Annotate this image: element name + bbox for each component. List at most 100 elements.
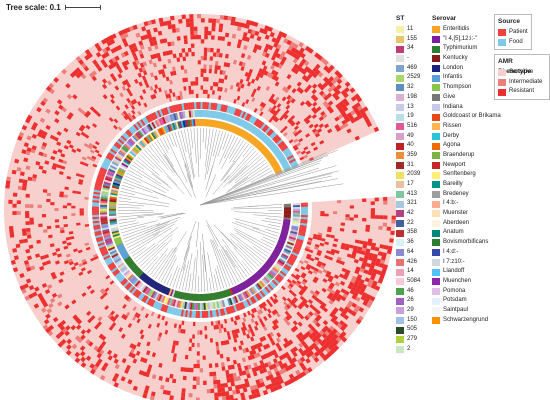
amr-cell [247, 72, 252, 78]
serovar-cell [162, 126, 167, 134]
amr-cell [103, 362, 109, 368]
amr-cell [327, 344, 334, 351]
st-cell [105, 241, 114, 246]
st-legend-label: 49 [407, 132, 414, 139]
amr-cell [23, 238, 28, 243]
source-cell [104, 256, 112, 262]
serovar-legend-label: Goldcoast or Brikama [443, 113, 501, 120]
serovar-cell [231, 125, 236, 133]
serovar-legend-swatch [432, 249, 440, 257]
amr-cell [134, 312, 139, 318]
amr-cell [303, 87, 310, 93]
amr-cell [138, 369, 144, 376]
amr-cell [332, 86, 339, 93]
amr-cell [294, 54, 301, 61]
amr-cell [252, 393, 258, 399]
st-legend-item: 155 [396, 35, 420, 45]
amr-cell [214, 65, 219, 70]
tree-branch [212, 175, 230, 195]
serovar-legend-item: Bareilly [432, 180, 501, 190]
source-cell [105, 258, 113, 264]
source-cell [229, 106, 235, 115]
serovar-legend-swatch [432, 152, 440, 160]
serovar-cell [149, 133, 155, 141]
source-cell [218, 103, 222, 112]
source-cell [96, 238, 104, 243]
amr-cell [362, 300, 368, 307]
source-cell [293, 246, 301, 251]
source-cell [131, 125, 138, 132]
amr-cell [104, 51, 110, 58]
amr-cell [250, 78, 256, 84]
amr-cell [279, 364, 285, 370]
amr-cell [19, 239, 24, 244]
amr-cell [77, 337, 83, 344]
amr-cell [215, 324, 219, 330]
amr-cell [353, 116, 360, 122]
amr-cell [167, 41, 172, 47]
amr-cell [64, 304, 70, 310]
serovar-legend-label: Schwarzengrund [443, 316, 489, 323]
st-cell [100, 208, 108, 211]
st-cell [225, 113, 230, 122]
st-cell [127, 273, 134, 281]
source-cell [103, 254, 111, 261]
source-cell [187, 102, 191, 110]
st-cell [107, 246, 116, 251]
serovar-cell [224, 289, 229, 298]
amr-cell [318, 299, 324, 305]
amr-cell [107, 64, 114, 70]
amr-cell [283, 305, 289, 311]
serovar-cell [253, 140, 260, 147]
st-legend-label: 46 [407, 287, 414, 294]
amr-cell [240, 53, 246, 59]
st-legend-label: 358 [407, 229, 418, 236]
st-cell [292, 214, 300, 217]
serovar-cell [136, 270, 143, 277]
serovar-cell [111, 185, 120, 190]
amr-cell [326, 270, 332, 276]
amr-cell [178, 324, 182, 329]
tree-branch [242, 145, 252, 157]
amr-cell [79, 350, 86, 357]
tree-branch [180, 130, 187, 153]
amr-cell [313, 146, 319, 151]
amr-cell [149, 395, 155, 400]
amr-cell [286, 94, 292, 100]
st-cell [111, 161, 119, 167]
amr-cell [191, 51, 195, 57]
amr-cell [113, 60, 119, 67]
amr-cell [288, 358, 295, 365]
amr-cell [367, 270, 373, 276]
serovar-cell [252, 274, 259, 282]
source-cell [291, 251, 299, 257]
source-cell [139, 293, 146, 301]
amr-cell [171, 28, 177, 33]
amr-cell [357, 246, 363, 251]
serovar-cell [116, 244, 125, 249]
amr-cell [250, 313, 255, 319]
serovar-cell [121, 162, 129, 168]
serovar-cell [230, 287, 235, 295]
amr-cell [335, 259, 341, 264]
st-cell [120, 266, 128, 273]
amr-cell [101, 78, 108, 84]
amr-cell [267, 370, 273, 376]
st-cell [277, 155, 285, 161]
amr-cell [339, 280, 346, 286]
amr-cell [94, 324, 100, 330]
amr-cell [320, 57, 326, 64]
serovar-cell [260, 266, 268, 273]
amr-cell [330, 336, 336, 343]
st-legend-title: ST [396, 15, 405, 22]
amr-cell [30, 265, 36, 271]
amr-cell [96, 321, 102, 327]
amr-cell [192, 376, 197, 381]
amr-cell [150, 311, 155, 317]
amr-cell [60, 319, 67, 326]
amr-cell [40, 255, 46, 260]
amr-cell [336, 322, 343, 329]
serovar-cell [182, 120, 186, 128]
source-cell [92, 218, 100, 222]
st-cell [102, 228, 110, 233]
